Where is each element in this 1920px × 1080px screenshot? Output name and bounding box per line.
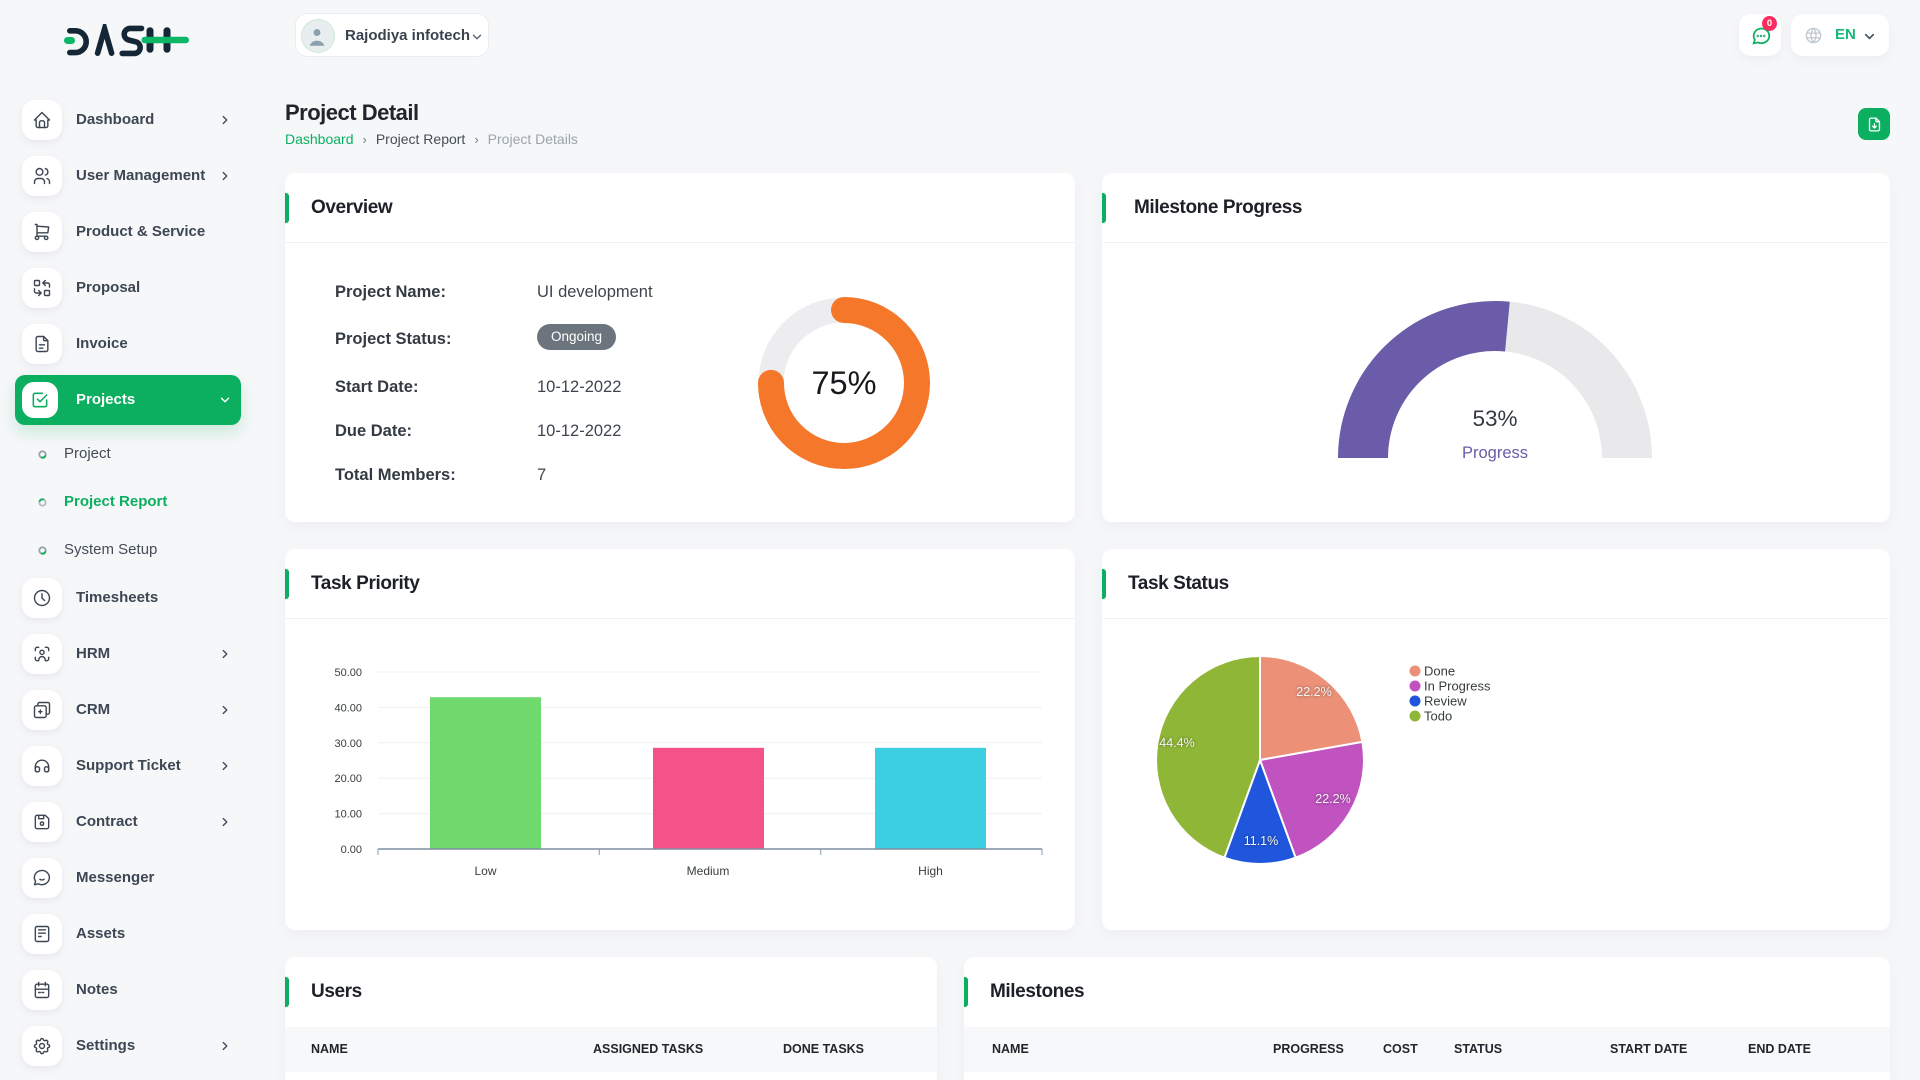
svg-text:10.00: 10.00 <box>334 809 362 821</box>
svg-text:50.00: 50.00 <box>334 667 362 679</box>
svg-text:40.00: 40.00 <box>334 702 362 714</box>
svg-text:Medium: Medium <box>687 864 730 878</box>
svg-text:Low: Low <box>474 864 496 878</box>
svg-text:22.2%: 22.2% <box>1296 685 1331 699</box>
svg-text:High: High <box>918 864 943 878</box>
svg-text:11.1%: 11.1% <box>1244 834 1279 848</box>
svg-text:53%: 53% <box>1472 406 1517 431</box>
svg-text:Review: Review <box>1424 694 1467 709</box>
svg-text:30.00: 30.00 <box>334 738 362 750</box>
svg-text:Done: Done <box>1424 664 1455 679</box>
svg-text:In Progress: In Progress <box>1424 679 1491 694</box>
svg-text:0.00: 0.00 <box>341 844 362 856</box>
svg-text:Todo: Todo <box>1424 709 1452 724</box>
svg-text:44.4%: 44.4% <box>1159 736 1194 750</box>
svg-text:20.00: 20.00 <box>334 773 362 785</box>
svg-text:75%: 75% <box>811 365 876 401</box>
svg-text:Progress: Progress <box>1462 444 1528 462</box>
svg-text:22.2%: 22.2% <box>1315 792 1350 806</box>
